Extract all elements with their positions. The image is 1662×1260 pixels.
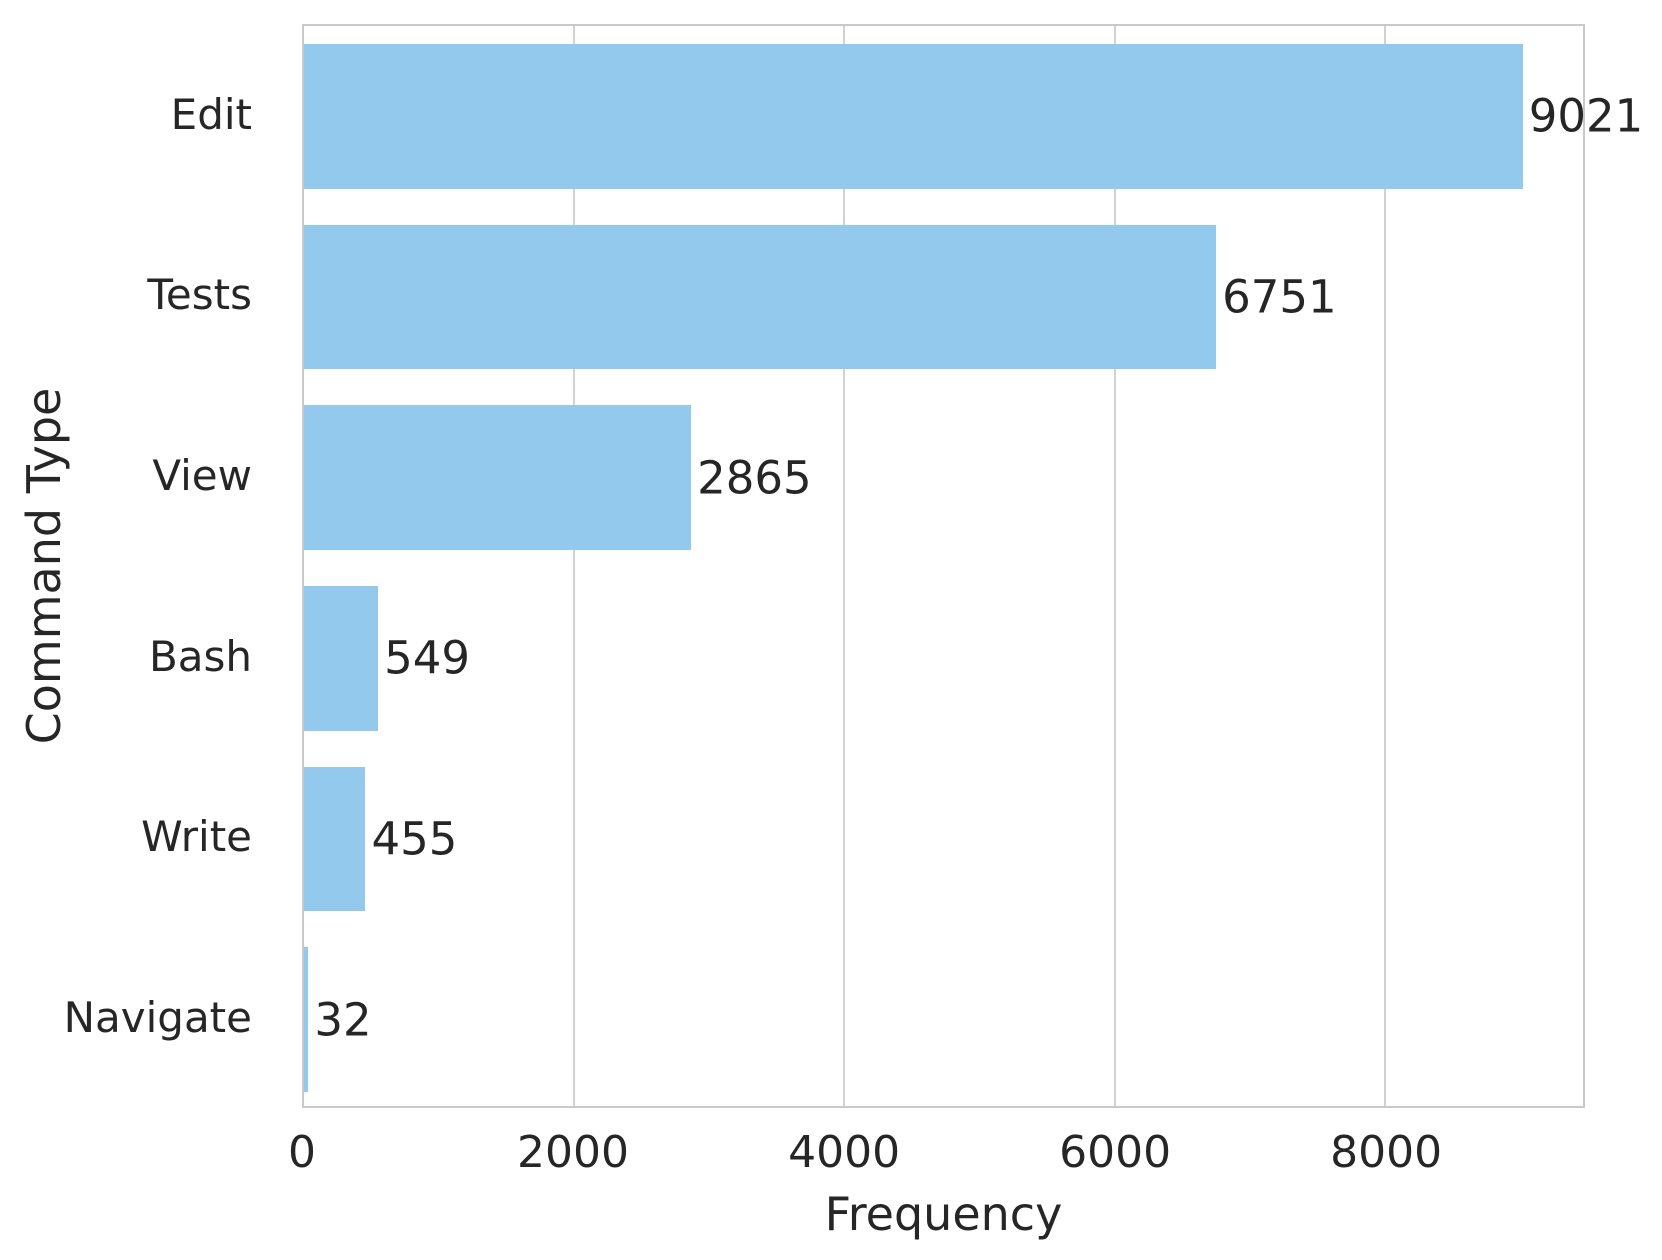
bar-row-navigate: 32 [304,947,1583,1092]
x-tick-labels: 0 2000 4000 6000 8000 [0,1131,1662,1181]
x-tick-label-8000: 8000 [1330,1127,1443,1178]
y-category-labels: Edit Tests View Bash Write Navigate [0,24,277,1108]
x-tick-label-4000: 4000 [788,1127,901,1178]
bar-value-label-tests: 6751 [1222,270,1337,324]
gridline-x-8000 [1383,26,1386,1106]
bar-edit [304,44,1523,189]
gridline-x-2000 [573,26,576,1106]
y-category-label-tests: Tests [147,270,252,320]
bar-value-label-navigate: 32 [314,993,372,1047]
bar-row-edit: 9021 [304,44,1643,189]
gridline-x-4000 [843,26,846,1106]
bar-value-label-bash: 549 [384,631,471,685]
y-category-label-write: Write [141,812,252,862]
bar-row-view: 2865 [304,405,1583,550]
bar-row-tests: 6751 [304,224,1583,370]
x-tick-label-0: 0 [288,1127,316,1178]
bar-value-label-write: 455 [371,812,458,866]
bar-bash [304,586,379,731]
bar-row-write: 455 [304,766,1583,912]
y-category-label-bash: Bash [148,631,252,681]
bar-value-label-view: 2865 [697,451,812,505]
bar-write [304,766,366,912]
y-category-label-navigate: Navigate [63,993,252,1043]
y-category-label-view: View [152,451,252,501]
plot-area: 9021 6751 2865 549 455 32 [302,24,1643,1108]
bar-value-label-edit: 9021 [1528,89,1644,143]
y-category-label-edit: Edit [170,89,252,139]
x-tick-label-2000: 2000 [517,1127,630,1178]
bar-row-bash: 549 [304,586,1583,731]
gridline-x-6000 [1113,26,1116,1106]
bar-tests [304,224,1217,370]
bar-view [304,405,692,550]
bar-navigate [304,947,309,1092]
x-tick-label-6000: 6000 [1059,1127,1172,1178]
x-axis-label: Frequency [824,1187,1063,1241]
